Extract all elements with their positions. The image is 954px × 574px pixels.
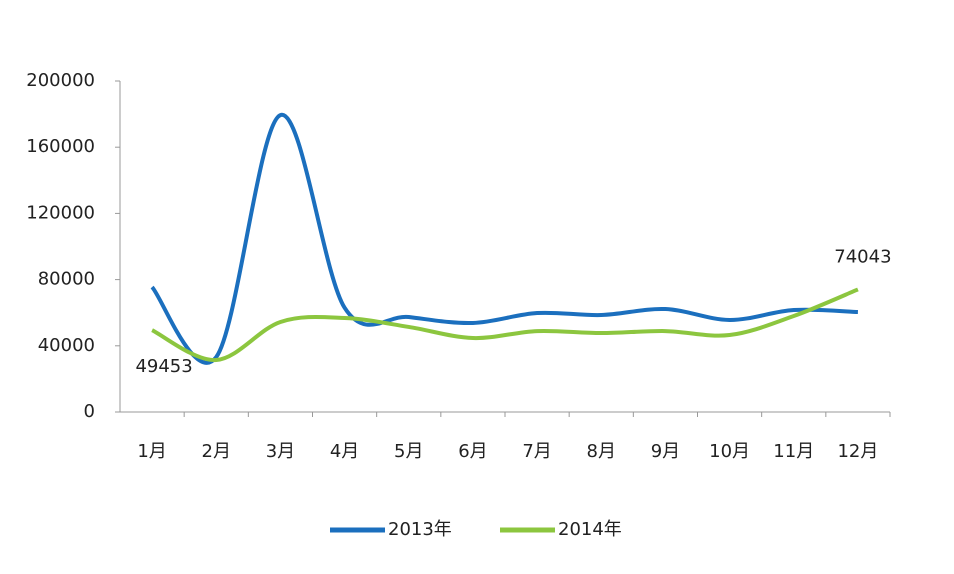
series-line xyxy=(151,287,859,363)
x-tick-label: 10月 xyxy=(709,441,750,462)
y-tick-label: 120000 xyxy=(26,202,95,223)
x-tick-label: 8月 xyxy=(587,441,616,462)
legend-label: 2014年 xyxy=(558,519,622,540)
data-label: 74043 xyxy=(834,246,891,267)
x-tick-label: 11月 xyxy=(773,441,814,462)
x-tick-label: 6月 xyxy=(458,441,487,462)
x-tick-label: 9月 xyxy=(651,441,680,462)
y-tick-label: 0 xyxy=(84,401,95,422)
legend-label: 2013年 xyxy=(388,519,452,540)
y-tick-label: 200000 xyxy=(26,70,95,91)
y-tick-label: 80000 xyxy=(38,269,95,290)
x-tick-label: 5月 xyxy=(394,441,423,462)
series-line xyxy=(150,113,858,365)
x-tick-label: 4月 xyxy=(330,441,359,462)
x-tick-label: 7月 xyxy=(522,441,551,462)
data-label: 49453 xyxy=(135,356,192,377)
x-tick-label: 1月 xyxy=(137,441,166,462)
x-tick-label: 3月 xyxy=(266,441,295,462)
x-tick-label: 2月 xyxy=(202,441,231,462)
y-tick-label: 40000 xyxy=(38,335,95,356)
x-tick-label: 12月 xyxy=(837,441,878,462)
y-tick-label: 160000 xyxy=(26,136,95,157)
